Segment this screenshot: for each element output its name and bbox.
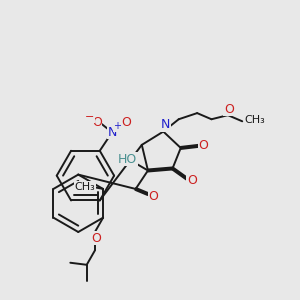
Text: O: O xyxy=(92,116,102,129)
Text: −: − xyxy=(85,112,94,122)
Text: HO: HO xyxy=(118,153,137,166)
Text: O: O xyxy=(148,190,158,202)
Text: +: + xyxy=(113,121,121,131)
Text: O: O xyxy=(187,174,197,187)
Text: N: N xyxy=(107,126,117,139)
Text: O: O xyxy=(224,103,234,116)
Text: N: N xyxy=(161,118,170,131)
Text: O: O xyxy=(122,116,131,129)
Text: O: O xyxy=(91,232,101,244)
Text: CH₃: CH₃ xyxy=(74,182,95,192)
Text: O: O xyxy=(198,140,208,152)
Text: CH₃: CH₃ xyxy=(244,115,265,125)
